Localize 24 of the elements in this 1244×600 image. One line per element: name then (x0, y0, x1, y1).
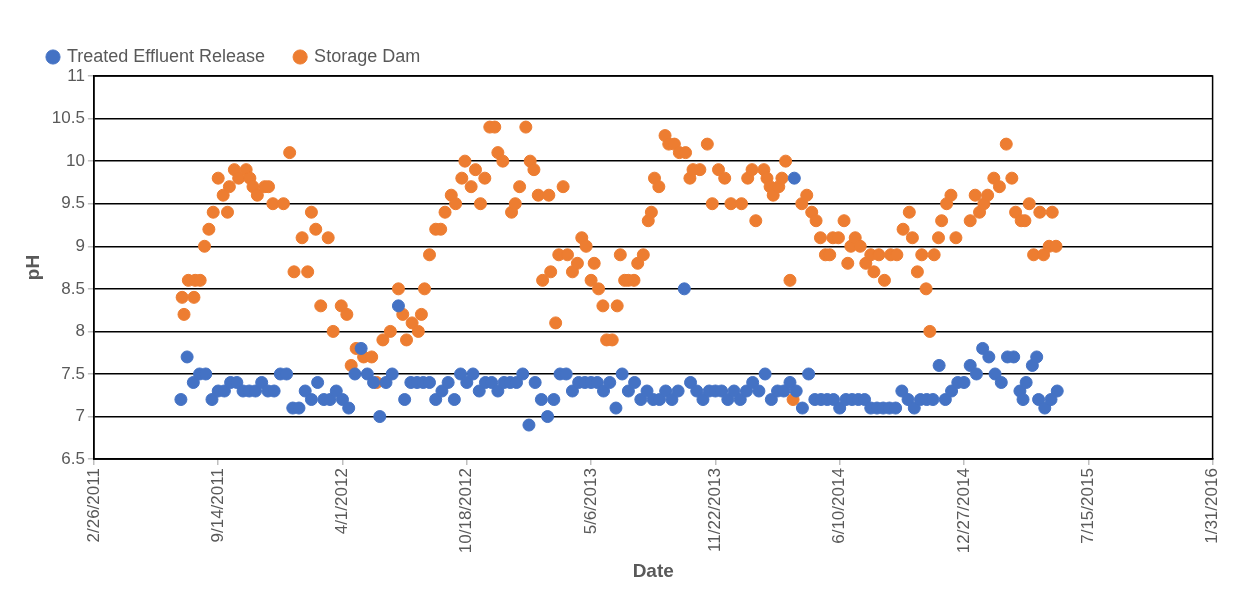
legend-label: Treated Effluent Release (67, 45, 266, 66)
legend-label: Storage Dam (314, 45, 421, 66)
x-tick-label: 2/26/2011 (83, 468, 103, 543)
y-tick-label: 7.5 (61, 363, 85, 383)
x-axis-title: Date (632, 559, 674, 581)
y-axis-title: pH (21, 254, 43, 281)
y-tick-label: 11 (67, 65, 85, 85)
y-tick-label: 8.5 (61, 278, 85, 298)
y-tick-label: 10.5 (51, 108, 85, 128)
x-tick-label: 12/27/2014 (953, 468, 973, 554)
x-tick-label: 6/10/2014 (829, 468, 849, 544)
x-tick-label: 10/18/2012 (456, 468, 476, 554)
x-tick-label: 5/6/2013 (580, 468, 600, 535)
y-tick-label: 7 (75, 406, 85, 426)
x-tick-label: 1/31/2016 (1202, 468, 1222, 544)
x-tick-label: 7/15/2015 (1077, 468, 1097, 544)
y-tick-label: 8 (75, 321, 85, 341)
x-tick-label: 9/14/2011 (207, 468, 227, 543)
x-tick-label: 4/1/2012 (332, 468, 352, 535)
y-tick-label: 6.5 (61, 448, 85, 468)
y-tick-label: 10 (65, 150, 85, 170)
y-tick-label: 9.5 (61, 193, 85, 213)
y-tick-label: 9 (75, 235, 85, 255)
x-tick-label: 11/22/2013 (705, 468, 725, 552)
